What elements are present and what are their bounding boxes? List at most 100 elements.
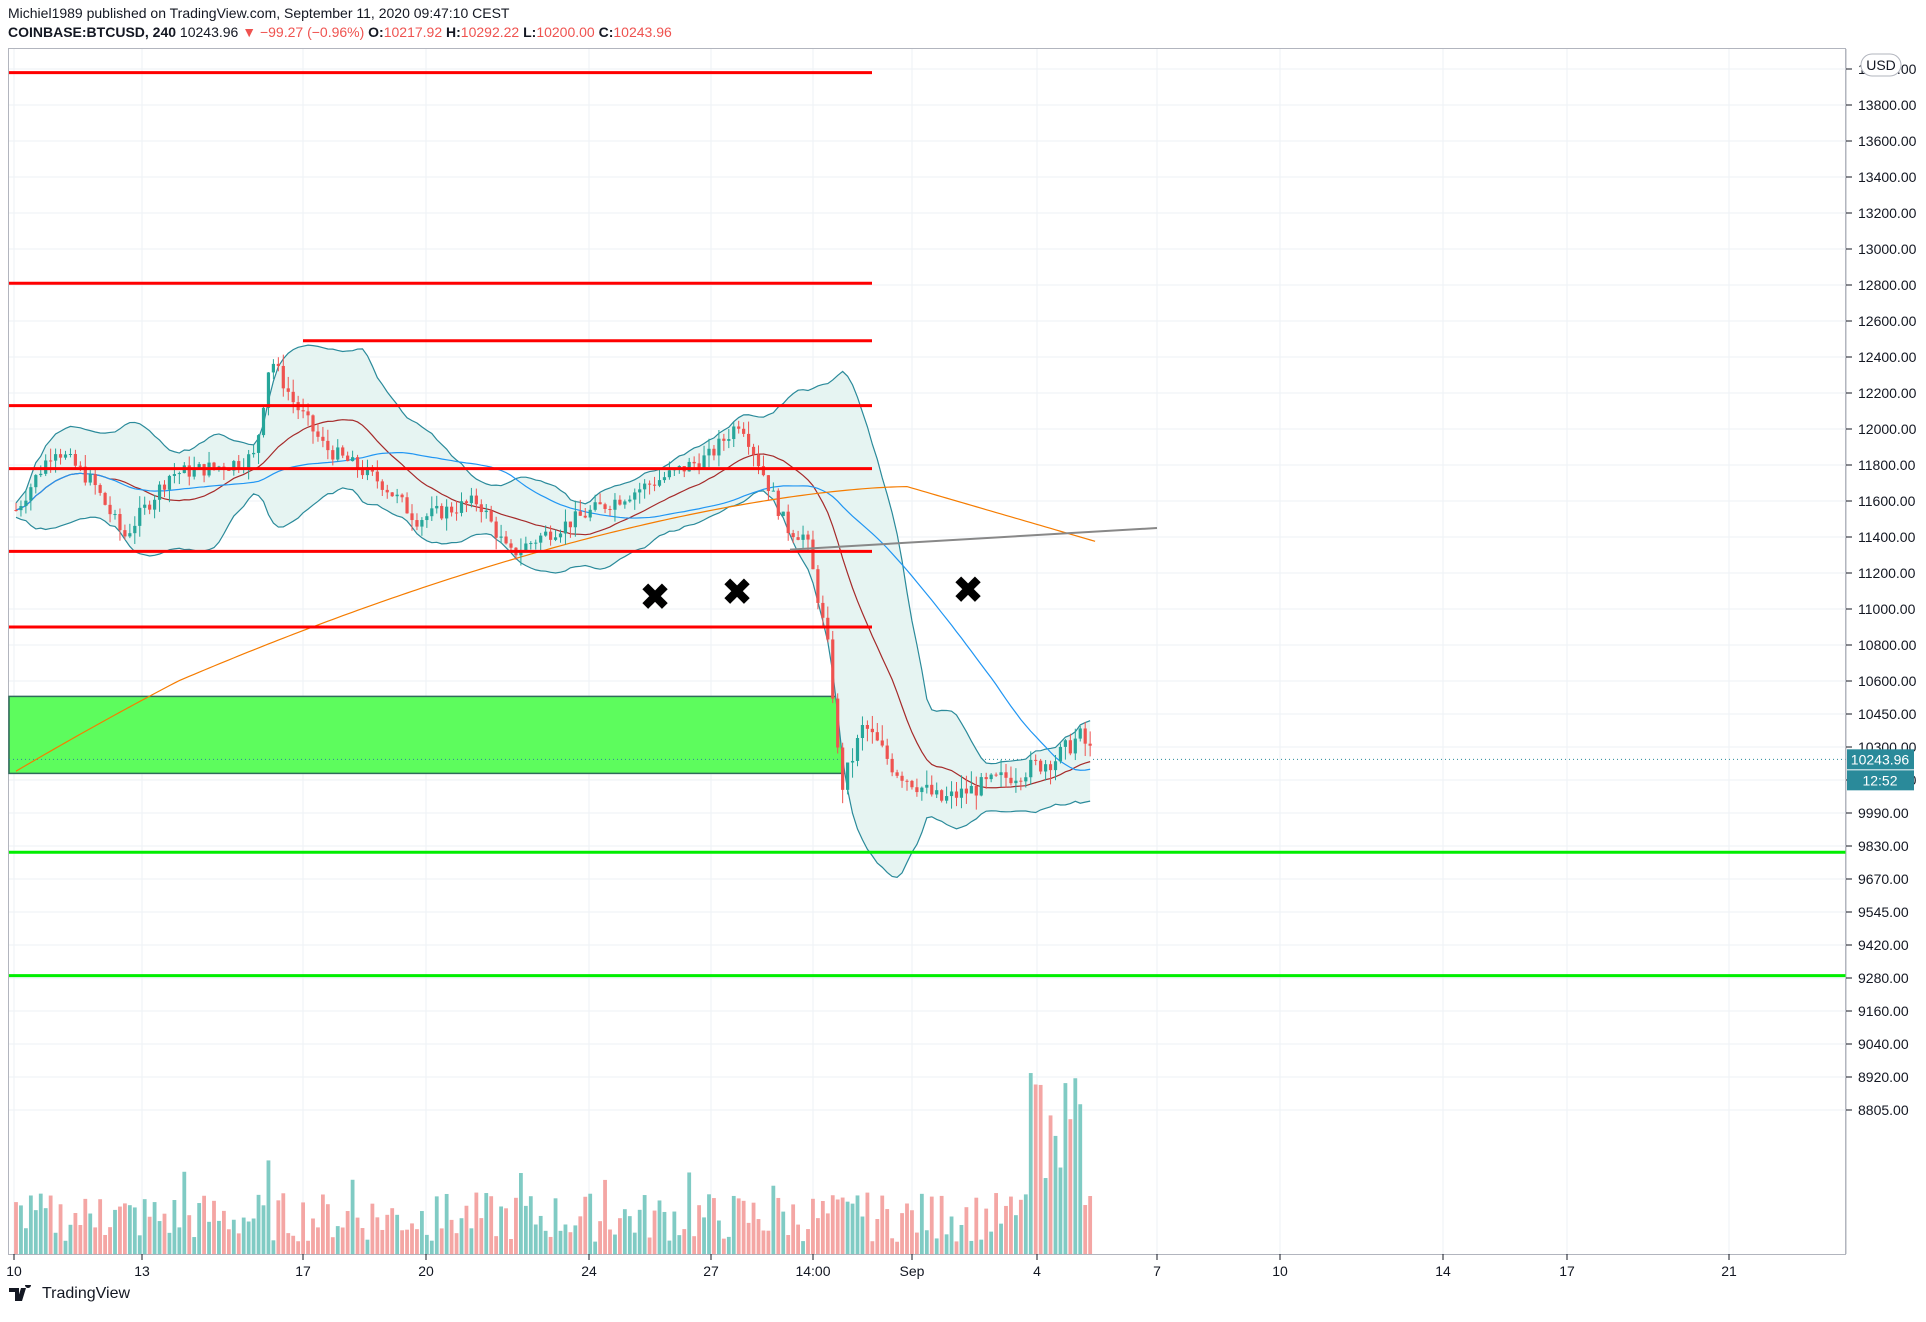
tradingview-logo-icon — [9, 1285, 31, 1301]
volume-bar — [459, 1218, 464, 1254]
volume-bar — [444, 1193, 449, 1254]
change-value: ▼ −99.27 (−0.96%) — [242, 24, 365, 40]
price-label-box — [1847, 749, 1914, 770]
volume-bar — [172, 1200, 177, 1254]
volume-bar — [321, 1194, 325, 1254]
candle-body — [430, 508, 434, 517]
candle-body — [1034, 759, 1038, 761]
volume-bar — [19, 1205, 23, 1254]
candle-body — [187, 465, 191, 477]
y-tick-label: 13400.00 — [1858, 169, 1917, 185]
y-tick-label: 13600.00 — [1858, 133, 1917, 149]
bb-fill — [16, 345, 1091, 878]
candle-body — [821, 602, 825, 618]
candle-body — [786, 511, 790, 534]
volume-bar — [1033, 1084, 1038, 1254]
candle-body — [618, 499, 622, 505]
candle-body — [484, 510, 488, 513]
candle-body — [816, 569, 820, 603]
ohlc-line: COINBASE:BTCUSD, 240 10243.96 ▼ −99.27 (… — [8, 23, 672, 42]
volume-bar — [123, 1203, 127, 1254]
candle-body — [301, 410, 305, 412]
volume-bar — [108, 1227, 112, 1254]
low-value: 10200.00 — [536, 24, 595, 40]
candle-body — [766, 475, 770, 491]
volume-bar — [771, 1185, 776, 1254]
candle-body — [355, 457, 360, 470]
candle-body — [425, 516, 429, 521]
volume-bar — [726, 1236, 731, 1254]
volume-bar — [756, 1219, 761, 1254]
candle-body — [776, 490, 780, 516]
volume-bar — [944, 1234, 949, 1254]
candle-body — [499, 536, 503, 538]
volume-bar — [721, 1238, 726, 1254]
candle-body — [153, 499, 157, 510]
x-tick-label: 17 — [1559, 1263, 1575, 1279]
candle-body — [643, 483, 647, 490]
candle-body — [603, 504, 607, 510]
candle-body — [539, 535, 543, 543]
candle-body — [638, 489, 642, 493]
candle-body — [979, 777, 983, 796]
volume-bar — [231, 1219, 236, 1254]
volume-bar — [924, 1230, 929, 1254]
volume-bar — [618, 1218, 622, 1254]
candle-body — [534, 542, 538, 544]
candle-body — [657, 480, 662, 486]
candle-body — [524, 543, 528, 551]
candle-body — [781, 511, 785, 516]
volume-bar — [98, 1199, 103, 1254]
moving-averages — [15, 419, 1096, 789]
candle-body — [440, 505, 444, 519]
candle-body — [247, 454, 251, 468]
candle-body — [895, 772, 899, 776]
volume-bar — [395, 1214, 400, 1254]
volume-bar — [424, 1234, 429, 1254]
volume-bar — [484, 1193, 489, 1254]
volume-bar — [672, 1211, 677, 1254]
candle-body — [167, 475, 172, 490]
y-tick-label: 13000.00 — [1858, 241, 1917, 257]
open-value: 10217.92 — [383, 24, 443, 40]
volume-bar — [464, 1205, 469, 1254]
x-tick-label: 17 — [295, 1263, 311, 1279]
x-tick-label: 10 — [6, 1263, 22, 1279]
candle-body — [34, 475, 38, 488]
candle-body — [266, 372, 271, 408]
volume-bar — [251, 1218, 256, 1254]
volume-bar — [622, 1209, 627, 1254]
candle-body — [529, 543, 533, 545]
currency-badge-label: USD — [1866, 57, 1896, 73]
volume-bar — [662, 1211, 667, 1254]
candle-body — [885, 745, 889, 759]
volume-bar — [835, 1199, 840, 1254]
candle-body — [405, 497, 409, 514]
candle-body — [890, 758, 894, 773]
candle-body — [93, 474, 97, 486]
volume-bar — [934, 1238, 939, 1254]
candle-body — [1004, 772, 1008, 778]
volume-bar — [286, 1233, 291, 1254]
footer-brand[interactable]: TradingView — [8, 1285, 130, 1303]
y-tick-label: 10450.00 — [1858, 706, 1917, 722]
y-tick-label: 9280.00 — [1858, 970, 1909, 986]
x-tick-label: 27 — [703, 1263, 719, 1279]
volume-bar — [454, 1233, 459, 1254]
candle-body — [98, 485, 102, 493]
candle-body — [410, 513, 414, 521]
candle-body — [108, 504, 112, 515]
grid — [9, 49, 1846, 1254]
volume-bar — [390, 1208, 395, 1254]
candle-body — [920, 787, 924, 793]
volume-bar — [583, 1196, 588, 1254]
volume-bar — [83, 1198, 88, 1254]
volume-bar — [127, 1205, 132, 1254]
volume-bar — [578, 1216, 583, 1254]
candle-body — [1044, 764, 1048, 772]
candle-body — [286, 388, 290, 392]
candle-body — [702, 455, 706, 469]
candle-body — [88, 474, 92, 483]
volume-bar — [93, 1227, 98, 1254]
